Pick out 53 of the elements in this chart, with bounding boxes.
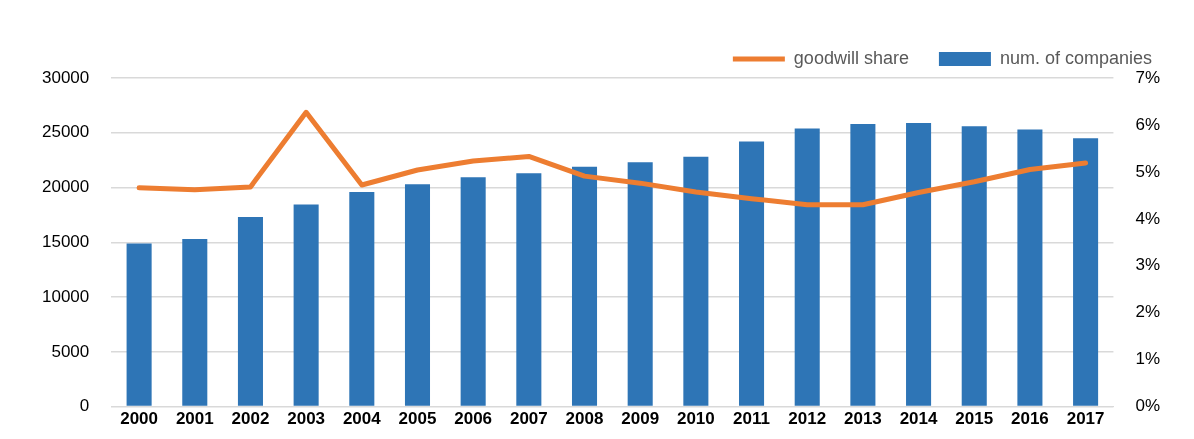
x-tick-label: 2005: [398, 409, 437, 429]
y-tick-label: 10000: [41, 286, 90, 306]
x-tick-label: 2006: [454, 409, 493, 429]
bar: [961, 126, 987, 406]
y2-tick-label: 5%: [1135, 161, 1161, 181]
y-tick-label: 30000: [41, 67, 90, 87]
bar: [906, 122, 932, 406]
x-tick-label: 2014: [899, 409, 939, 429]
bar: [349, 191, 375, 406]
legend-label: num. of companies: [999, 47, 1152, 68]
y2-tick-label: 3%: [1135, 255, 1161, 275]
x-tick-label: 2010: [676, 409, 715, 429]
bar: [1073, 138, 1099, 406]
bar: [404, 184, 431, 406]
x-tick-label: 2016: [1011, 409, 1049, 429]
x-tick-label: 2012: [788, 409, 827, 429]
y-tick-label: 0: [79, 396, 90, 416]
y2-tick-label: 1%: [1135, 349, 1161, 369]
bar: [627, 162, 653, 406]
x-tick-label: 2000: [120, 409, 159, 429]
bar: [126, 243, 152, 406]
x-tick-label: 2011: [733, 409, 770, 429]
y-tick-label: 5000: [51, 341, 90, 361]
bar: [516, 173, 542, 406]
x-tick-label: 2001: [175, 409, 214, 429]
y-tick-label: 25000: [41, 122, 90, 142]
y2-tick-label: 4%: [1135, 208, 1161, 228]
y2-tick-label: 7%: [1135, 67, 1161, 87]
bar: [794, 128, 820, 406]
bar: [460, 177, 486, 406]
bar: [182, 239, 208, 406]
x-tick-label: 2002: [231, 409, 270, 429]
x-tick-label: 2009: [621, 409, 660, 429]
y-tick-label: 20000: [41, 177, 90, 197]
x-tick-label: 2017: [1066, 409, 1105, 429]
x-tick-label: 2008: [565, 409, 604, 429]
y-tick-label: 15000: [41, 231, 90, 251]
bar: [237, 217, 263, 406]
bar: [739, 141, 765, 406]
x-tick-label: 2004: [342, 409, 382, 429]
y2-tick-label: 2%: [1135, 302, 1161, 322]
y2-tick-label: 0%: [1135, 396, 1161, 416]
bar: [683, 156, 709, 406]
bar: [1017, 129, 1043, 406]
x-tick-label: 2003: [287, 409, 326, 429]
x-tick-label: 2007: [509, 409, 548, 429]
y2-tick-label: 6%: [1135, 114, 1161, 134]
bar: [850, 124, 876, 406]
x-tick-label: 2013: [843, 409, 882, 429]
legend-label: goodwill share: [793, 47, 909, 68]
x-tick-label: 2015: [955, 409, 994, 429]
bar: [293, 204, 319, 406]
bar: [571, 166, 598, 406]
